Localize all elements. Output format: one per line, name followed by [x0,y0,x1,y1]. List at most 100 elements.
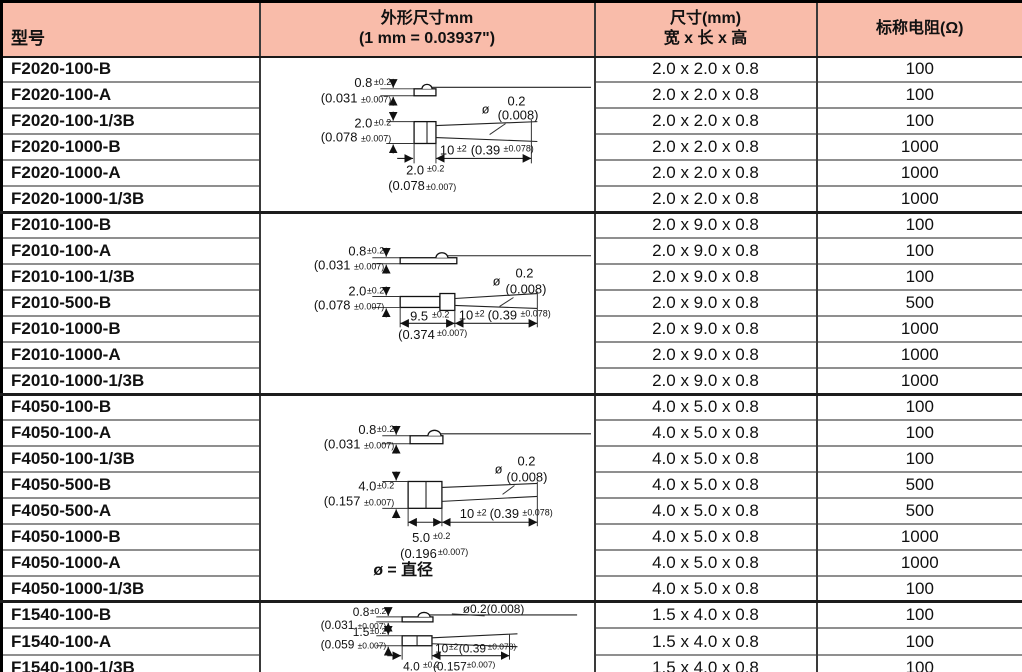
dim-label: ±0.2 [373,117,390,127]
dim-label: (0.031 [323,436,360,451]
dim-label: ±2 [474,308,484,318]
side-view: ±0.2 0.8 ±0.007) (0.031 [323,421,591,454]
model-cell: F2020-1000-B [1,133,261,161]
lead-length-dimension: 10 ±2 (0.39 ±0.078) [441,480,552,527]
size-cell: 2.0 x 2.0 x 0.8 [594,185,818,213]
dim-label: 10 [434,642,448,656]
side-view: ±0.2 0.8 ±0.007) (0.031 [313,243,591,274]
diameter-callout: ø 0.2 (0.008) [492,265,546,307]
dim-label: (0.157 [432,660,466,672]
size-cell: 2.0 x 2.0 x 0.8 [594,55,818,83]
leader-line [488,122,506,135]
dim-label: 1.5 [352,625,369,639]
table-row: F4050-1000-1/3B 4.0 x 5.0 x 0.8 100 [1,574,1022,602]
dim-label: (0.196 [400,546,437,561]
top-view [399,292,537,311]
model-cell: F2010-1000-B [1,315,261,342]
dimension-diagram-f1540: ø0.2(0.008) ±0.2 0.8 ±0.007) [320,605,577,672]
size-cell: 2.0 x 9.0 x 0.8 [594,341,818,368]
size-cell: 2.0 x 9.0 x 0.8 [594,315,818,342]
chip-body-top [406,480,443,509]
resistance-cell: 1000 [816,315,1022,342]
dim-label: (0.39 [489,506,518,521]
length-dimension: 2.0 ±0.2 (0.078 ±0.007) [388,162,456,193]
size-cell: 4.0 x 5.0 x 0.8 [594,444,818,472]
chip-body-top [412,120,437,144]
model-cell: F2010-100-1/3B [1,263,261,291]
size-cell: 1.5 x 4.0 x 0.8 [594,627,818,655]
resistance-cell: 100 [816,210,1022,239]
dim-label: ±0.2 [427,163,444,173]
resistance-cell: 100 [816,81,1022,109]
dim-label: ±0.2 [369,626,386,636]
dim-label: (0.39 [458,642,486,656]
leader-line [501,484,515,495]
dim-label: ±0.007) [426,182,456,192]
header-model: 型号 [1,1,261,58]
size-cell: 2.0 x 2.0 x 0.8 [594,81,818,109]
resistance-cell: 100 [816,627,1022,655]
model-cell: F4050-100-A [1,418,261,446]
size-cell: 4.0 x 5.0 x 0.8 [594,418,818,446]
resistance-cell: 500 [816,496,1022,524]
diameter-symbol: ø [481,101,489,116]
dim-label: ±0.007) [354,301,384,311]
resistance-cell: 1000 [816,133,1022,161]
dim-label: 0.2 [515,265,533,280]
model-cell: F2020-1000-A [1,159,261,187]
dim-label: (0.39 [470,142,499,157]
resistance-cell: 100 [816,600,1022,629]
dim-label: ±0.2 [366,245,383,255]
model-cell: F2020-100-A [1,81,261,109]
size-cell: 1.5 x 4.0 x 0.8 [594,653,818,672]
dim-label: 4.0 [358,478,376,493]
model-cell: F1540-100-1/3B [1,653,261,672]
model-cell: F2020-100-1/3B [1,107,261,135]
model-cell: F2010-500-B [1,289,261,317]
table-row: F4050-1000-A 4.0 x 5.0 x 0.8 1000 [1,548,1022,576]
model-cell: F2010-100-A [1,237,261,265]
resistance-cell: 100 [816,653,1022,672]
diameter-symbol: ø [494,461,502,476]
table-row: F2020-1000-B 2.0 x 2.0 x 0.8 1000 [1,133,1022,161]
dim-label: ±0.2 [423,660,440,670]
model-cell: F4050-1000-B [1,522,261,550]
side-view: ±0.2 0.8 ±0.007) (0.031 [320,605,577,632]
size-cell: 2.0 x 2.0 x 0.8 [594,133,818,161]
header-resistance: 标称电阻(Ω) [816,1,1022,58]
size-cell: 4.0 x 5.0 x 0.8 [594,522,818,550]
resistance-cell: 100 [816,574,1022,602]
model-cell: F4050-500-B [1,470,261,498]
weld-bump [416,612,431,618]
dim-label: ±0.007) [357,641,386,651]
dim-label: 0.8 [348,243,366,258]
electrode-block [438,292,455,311]
header-size: 尺寸(mm) 宽 x 长 x 高 [594,1,818,58]
dimension-diagram-f4050: ±0.2 0.8 ±0.007) (0.031 ø 0.2 (0.008) [323,421,591,578]
dim-label: 9.5 [410,308,428,323]
model-cell: F4050-100-B [1,392,261,420]
dim-label: 5.0 [412,530,430,545]
resistance-cell: 1000 [816,548,1022,576]
lead-wire [454,292,537,299]
model-cell: F4050-1000-A [1,548,261,576]
dim-label: ±0.2 [376,480,393,490]
size-cell: 4.0 x 5.0 x 0.8 [594,496,818,524]
table-row: F2010-1000-B 2.0 x 9.0 x 0.8 1000 [1,315,1022,342]
table-row: F2010-1000-1/3B 2.0 x 9.0 x 0.8 1000 [1,366,1022,394]
size-cell: 2.0 x 2.0 x 0.8 [594,159,818,187]
resistance-cell: 100 [816,107,1022,135]
width-dimension: ±0.2 1.5 ±0.007) (0.059 [320,625,402,656]
size-cell: 2.0 x 9.0 x 0.8 [594,366,818,394]
size-cell: 2.0 x 9.0 x 0.8 [594,263,818,291]
dim-label: ±0.007) [363,440,393,450]
diameter-legend: ø = 直径 [373,559,433,578]
dim-label: (0.008) [505,281,546,296]
table-row: F4050-1000-B 4.0 x 5.0 x 0.8 1000 [1,522,1022,550]
dim-label: ±0.007) [360,94,390,104]
dim-label: (0.031 [320,618,354,632]
model-cell: F2020-100-B [1,55,261,83]
length-dimension: 4.0 ±0.2 (0.157 ±0.007) [386,646,495,672]
